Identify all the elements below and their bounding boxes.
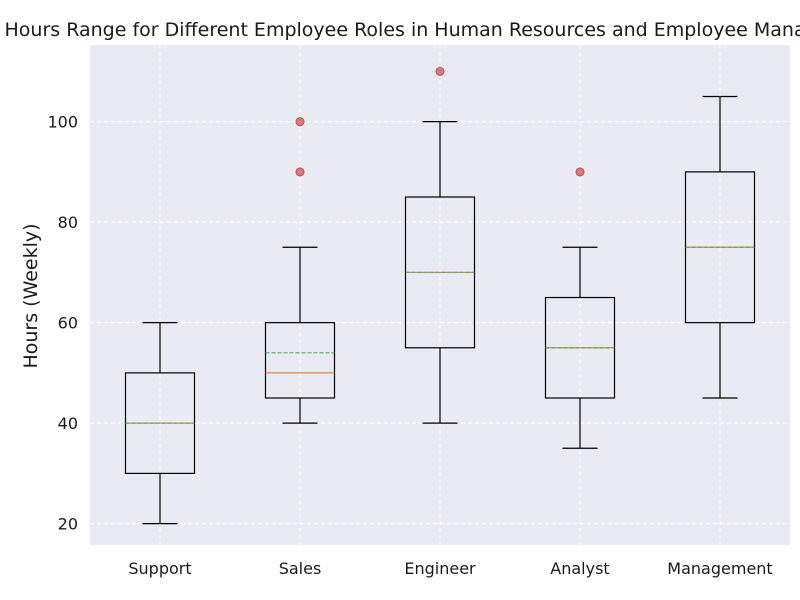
outlier-point	[295, 117, 305, 127]
y-tick-label: 80	[58, 213, 78, 232]
box-sales	[264, 117, 336, 424]
y-tick-label: 100	[47, 113, 78, 132]
x-tick-label: Management	[667, 559, 772, 578]
outlier-point	[575, 167, 585, 177]
y-tick-label: 20	[58, 515, 78, 534]
outlier-point	[435, 66, 445, 76]
box-management	[684, 95, 756, 399]
x-tick-label: Engineer	[404, 559, 476, 578]
box-engineer	[404, 66, 476, 424]
y-tick-label: 60	[58, 314, 78, 333]
iqr-box	[264, 322, 336, 399]
tick-layer: 20 40 60 80 100 Support Sales Engineer Analyst Ma…	[47, 113, 772, 578]
box-layer	[124, 66, 756, 525]
outlier-point	[295, 167, 305, 177]
y-tick-label: 40	[58, 414, 78, 433]
box-support	[124, 322, 196, 525]
x-tick-label: Support	[128, 559, 191, 578]
box-analyst	[544, 167, 616, 449]
y-axis-label: Hours (Weekly)	[20, 223, 42, 368]
chart-title: Working Hours Range for Different Employ…	[0, 19, 800, 41]
x-tick-label: Sales	[279, 559, 322, 578]
x-tick-label: Analyst	[550, 559, 609, 578]
